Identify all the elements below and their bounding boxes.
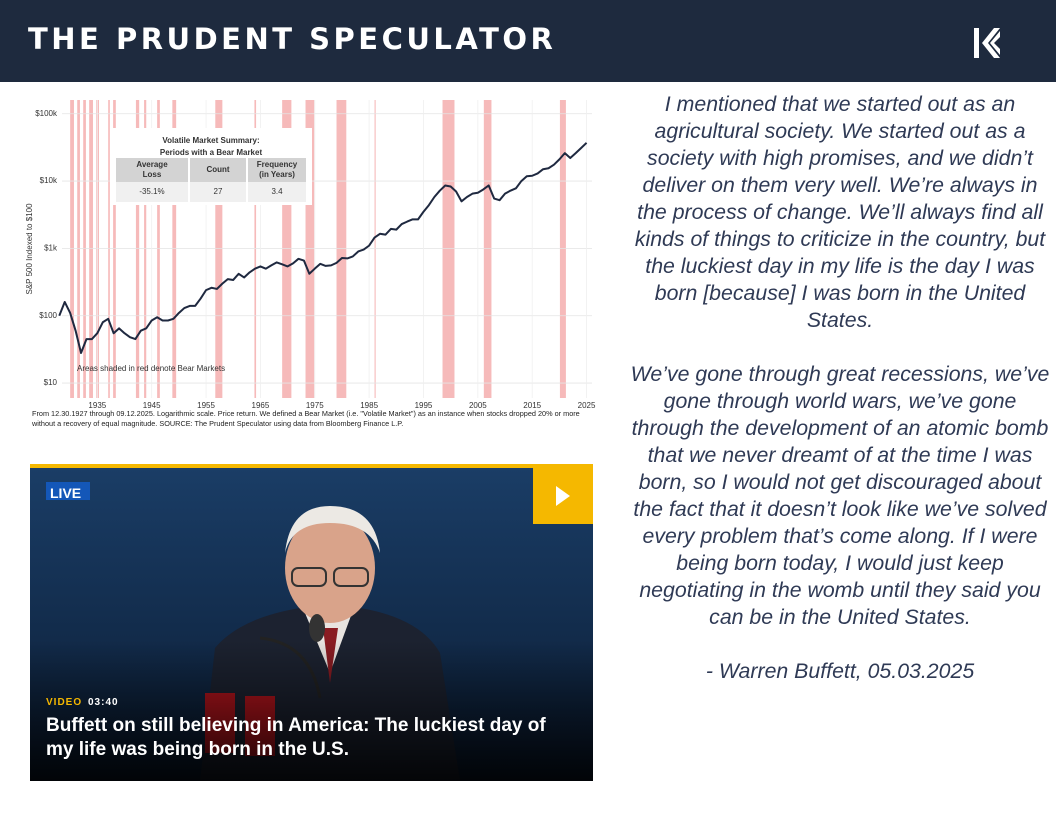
y-tick-label: $100k: [35, 109, 58, 118]
summary-header: (in Years): [259, 170, 295, 179]
bear-market-span: [70, 100, 74, 398]
y-tick-label: $10k: [40, 176, 58, 185]
summary-value: -35.1%: [139, 187, 164, 196]
x-tick-label: 1965: [252, 401, 270, 410]
summary-header-cell: [248, 158, 306, 182]
video-player[interactable]: LIVE VIDEO 03:40 Buffett on still believ…: [30, 464, 593, 781]
bear-market-span: [374, 100, 376, 398]
header-title: THE PRUDENT SPECULATOR: [28, 22, 557, 56]
quote: I mentioned that we started out as an ag…: [630, 91, 1050, 712]
bear-market-span: [157, 100, 160, 398]
y-axis-label: S&P 500 Indexed to $100: [25, 203, 34, 295]
index-line: [58, 142, 588, 354]
quote-paragraph: We’ve gone through great recessions, we’…: [630, 362, 1050, 629]
x-tick-label: 1995: [415, 401, 433, 410]
x-tick-label: 1955: [197, 401, 215, 410]
x-tick-label: 1985: [360, 401, 378, 410]
chart-footnote: From 12.30.1927 through 09.12.2025. Loga…: [32, 409, 580, 428]
x-tick-label: 1935: [88, 401, 106, 410]
x-tick-label: 1945: [143, 401, 161, 410]
summary-value-cell: [190, 182, 246, 202]
bear-market-span: [559, 100, 566, 398]
video-label: VIDEO: [46, 697, 83, 708]
summary-header: Frequency: [257, 160, 298, 169]
summary-header: Loss: [143, 170, 162, 179]
bear-market-span: [483, 100, 492, 398]
x-tick-label: 2025: [578, 401, 596, 410]
logo: [974, 28, 1000, 58]
summary-title: Periods with a Bear Market: [160, 148, 263, 157]
bear-market-span: [336, 100, 347, 398]
bear-market-span: [254, 100, 257, 398]
bear-market-span: [305, 100, 315, 398]
summary-header: Count: [206, 165, 229, 174]
summary-header: Average: [136, 160, 168, 169]
y-tick-label: $1k: [44, 244, 58, 253]
quote-paragraph: I mentioned that we started out as an ag…: [634, 92, 1046, 332]
video-headline: Buffett on still believing in America: T…: [46, 715, 546, 760]
summary-table: Volatile Market Summary: Periods with a B…: [110, 128, 312, 205]
bear-market-span: [282, 100, 292, 398]
summary-value-cell: [116, 182, 188, 202]
bear-market-span: [144, 100, 147, 398]
summary-value: 3.4: [271, 187, 283, 196]
video-duration: 03:40: [88, 697, 119, 708]
y-tick-label: $100: [39, 311, 57, 320]
live-badge: LIVE: [50, 485, 82, 501]
summary-value: 27: [214, 187, 223, 196]
bear-market-span: [108, 100, 110, 398]
quote-attribution: - Warren Buffett, 05.03.2025: [705, 659, 975, 683]
video-frame: [30, 468, 593, 781]
header: THE PRUDENT SPECULATOR: [0, 0, 1056, 82]
summary-header-cell: [116, 158, 188, 182]
summary-header-cell: [190, 158, 246, 182]
x-tick-label: 2005: [469, 401, 487, 410]
y-tick-label: $10: [44, 378, 58, 387]
chart-annotation: Areas shaded in red denote Bear Markets: [77, 364, 225, 373]
bear-market-span: [83, 100, 86, 398]
bear-market-span: [113, 100, 116, 398]
x-tick-label: 2015: [523, 401, 541, 410]
bear-market-span: [77, 100, 80, 398]
bear-market-span: [442, 100, 455, 398]
x-tick-label: 1975: [306, 401, 324, 410]
chart: $10 $100 $1k $10k $100k 1935 1945 1955 1965 1975 1…: [25, 100, 596, 410]
bear-market-span: [172, 100, 177, 398]
bear-market-span: [89, 100, 93, 398]
bear-market-span: [135, 100, 140, 398]
summary-value-cell: [248, 182, 306, 202]
summary-title: Volatile Market Summary:: [162, 136, 259, 145]
bear-market-span: [215, 100, 223, 398]
